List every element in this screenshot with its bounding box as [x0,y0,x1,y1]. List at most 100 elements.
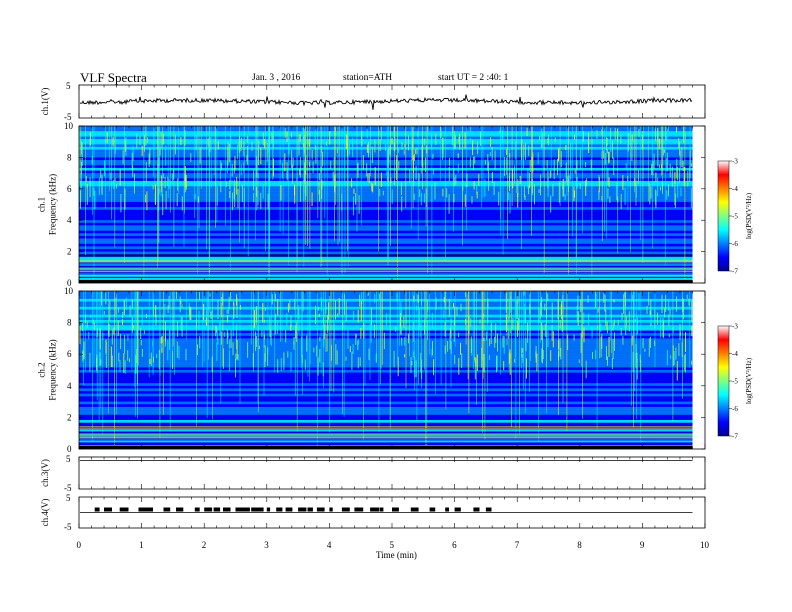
spectrogram-cell [141,145,143,156]
spectrogram-cell [679,168,681,183]
spectrogram-cell [181,304,183,308]
spectrogram-cell [185,175,187,190]
spectrogram-cell [176,341,178,358]
spectrogram-cell [557,158,558,176]
spectrogram-cell [403,316,405,329]
spectrogram-cell [217,141,219,150]
spectrogram-cell [496,355,497,373]
spectrogram-band [79,335,693,339]
spectrogram-cell [528,172,530,187]
spectrogram-cell [536,353,538,372]
spectrogram-cell [145,194,146,203]
spectrogram-cell [304,359,306,370]
spectrogram-cell [188,302,190,317]
spectrogram-cell [162,194,164,216]
spectrogram-cell [79,326,81,345]
spectrogram-cell [292,157,294,167]
spectrogram-cell [651,164,653,175]
spectrogram-cell [667,126,669,132]
spectrogram-cell [348,143,350,155]
spectrogram-cell [131,152,133,170]
spectrogram-cell [567,334,569,351]
spectrogram-cell [636,352,638,363]
spectrogram-cell [677,181,679,198]
x-tick-label: 4 [327,540,332,550]
spectrogram-cell [318,182,320,195]
spectrogram-cell [516,300,518,319]
spectrogram-cell [514,165,515,185]
spectrogram-cell [330,160,332,169]
spectrogram-cell [541,297,542,317]
ch1-spectrogram-colorbar [717,160,730,272]
spectrogram-cell [674,193,676,209]
spectrogram-cell [446,188,448,198]
spectrogram-cell [637,170,639,184]
spectrogram-band [79,194,693,197]
spectrogram-cell [503,336,505,354]
spectrogram-band [79,348,693,352]
spectrogram-band [79,427,693,431]
x-tick-label: 9 [640,540,645,550]
spectrogram-cell [478,173,480,186]
spectrogram-band [79,399,693,402]
spectrogram-band [79,317,693,321]
spectrogram-cell [124,188,126,210]
spectrogram-cell [573,334,575,341]
spectrogram-cell [447,341,449,352]
y-tick-label: 8 [67,318,72,328]
spectrogram-band [79,238,693,242]
spectrogram-cell [668,333,670,338]
spectrogram-cell [82,322,84,332]
spectrogram-cell [629,134,631,146]
spectrogram-cell [232,192,234,211]
ch4-pulse [194,507,200,512]
spectrogram-cell [353,196,354,216]
spectrogram-cell [547,138,549,143]
spectrogram-cell [427,299,429,312]
spectrogram-cell [164,176,166,189]
spectrogram-cell [359,357,361,367]
spectrogram-cell [597,325,598,330]
spectrogram-cell [368,142,369,158]
spectrogram-cell [258,140,260,148]
spectrogram-band [79,228,693,232]
spectrogram-cell [379,291,380,300]
spectrogram-cell [209,137,211,152]
spectrogram-band [79,131,693,135]
spectrogram-cell [100,169,102,179]
spectrogram-cell [691,325,693,337]
spectrogram-band [79,441,693,445]
spectrogram-cell [635,353,637,369]
spectrogram-band [79,154,693,158]
spectrogram-cell [236,298,238,318]
spectrogram-cell [668,184,669,197]
spectrogram-cell [576,160,578,170]
spectrogram-cell [237,354,239,361]
spectrogram-cell [472,140,474,155]
spectrogram-cell [517,193,519,208]
ch4-pulse [316,507,325,512]
spectrogram-cell [280,185,282,201]
spectrogram-cell [523,144,525,156]
spectrogram-band [79,430,693,434]
spectrogram-cell [574,170,576,174]
spectrogram-cell [469,157,471,168]
spectrogram-band [79,309,693,313]
ch4-pulse [370,507,379,512]
spectrogram-cell [547,293,549,301]
spectrogram-band [79,372,693,376]
spectrogram-cell [664,308,666,318]
spectrogram-cell [650,323,652,327]
colorbar-tick-label: -4 [732,350,738,358]
spectrogram-cell [576,305,578,323]
plot-title: VLF Spectra [80,70,147,85]
spectrogram-cell [470,127,471,132]
spectrogram-cell [605,309,607,326]
spectrogram-cell [256,306,257,322]
spectrogram-cell [226,328,228,345]
spectrogram-cell [163,173,164,179]
spectrogram-band [79,330,693,334]
spectrogram-cell [271,294,273,305]
spectrogram-cell [305,185,307,197]
spectrogram-cell [521,139,523,161]
